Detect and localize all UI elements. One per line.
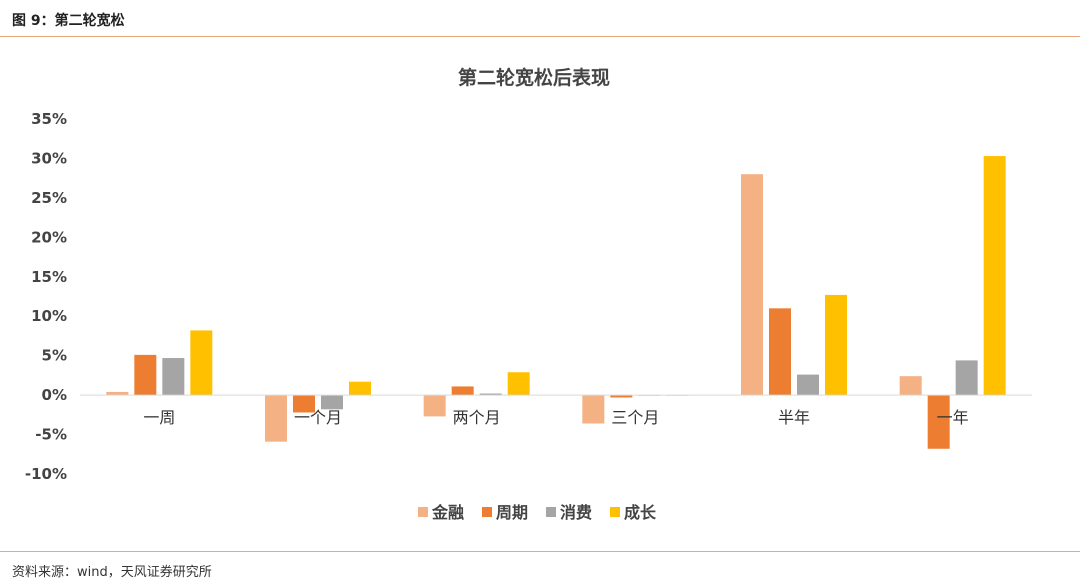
x-axis: 一周 一个月 两个月 三个月 半年 一年	[143, 408, 968, 427]
legend-swatch	[546, 507, 556, 517]
legend-label: 成长	[624, 503, 657, 522]
y-tick-label: 25%	[31, 189, 67, 207]
bar-5-3	[983, 156, 1006, 396]
y-tick-label: 15%	[31, 268, 67, 286]
legend-item: 成长	[610, 503, 657, 522]
y-tick-label: 10%	[31, 307, 67, 325]
y-axis: -10% -5% 0% 5% 10% 15% 20% 25% 30% 35%	[25, 110, 67, 483]
x-category-label: 一周	[143, 408, 175, 427]
y-tick-label: 35%	[31, 110, 67, 128]
legend: 金融 周期 消费 成长	[418, 503, 657, 522]
chart-title: 第二轮宽松后表现	[458, 66, 610, 89]
y-tick-label: 5%	[42, 347, 67, 365]
x-category-label: 半年	[778, 408, 810, 427]
legend-swatch	[482, 507, 492, 517]
figure-label: 图 9：第二轮宽松	[12, 13, 125, 29]
y-tick-label: 30%	[31, 149, 67, 167]
legend-label: 周期	[496, 503, 528, 522]
y-tick-label: -10%	[25, 465, 67, 483]
legend-swatch	[418, 507, 428, 517]
bar-2-0	[423, 395, 446, 417]
legend-item: 金融	[418, 503, 464, 522]
bar-chart: 第二轮宽松后表现 -10% -5% 0% 5% 10% 15% 20% 25% 30% 35% 一…	[25, 66, 1032, 522]
y-tick-label: -5%	[35, 426, 67, 444]
legend-label: 金融	[431, 503, 464, 522]
y-tick-label: 20%	[31, 228, 67, 246]
bar-2-1	[451, 386, 474, 396]
bar-3-0	[582, 395, 605, 424]
bar-4-1	[769, 308, 791, 396]
legend-label: 消费	[560, 503, 592, 522]
legend-item: 消费	[546, 503, 592, 522]
bar-2-2	[479, 393, 502, 396]
legend-item: 周期	[482, 503, 528, 522]
bar-1-1	[293, 395, 315, 413]
x-category-label: 一个月	[294, 408, 342, 427]
bar-4-2	[797, 374, 819, 396]
source-note: 资料来源：wind，天风证券研究所	[12, 565, 212, 580]
legend-swatch	[610, 507, 620, 517]
bar-3-1	[610, 395, 633, 398]
bar-1-2	[321, 395, 343, 410]
bar-1-3	[349, 381, 371, 396]
bar-5-0	[899, 376, 922, 396]
bar-0-2	[162, 358, 185, 396]
bar-5-1	[927, 395, 950, 449]
bar-0-1	[134, 354, 157, 396]
x-category-label: 一年	[937, 408, 969, 427]
bottom-divider	[0, 551, 1080, 552]
top-divider	[0, 36, 1080, 37]
x-category-label: 三个月	[611, 408, 659, 427]
x-category-label: 两个月	[453, 408, 501, 427]
bar-4-3	[825, 294, 847, 396]
bar-5-2	[955, 360, 978, 396]
bar-1-0	[265, 395, 287, 442]
y-tick-label: 0%	[42, 386, 67, 404]
bar-0-3	[190, 330, 213, 396]
bar-0-0	[106, 391, 129, 396]
bars	[106, 156, 1006, 449]
bar-2-3	[507, 372, 530, 396]
bar-4-0	[741, 174, 763, 396]
